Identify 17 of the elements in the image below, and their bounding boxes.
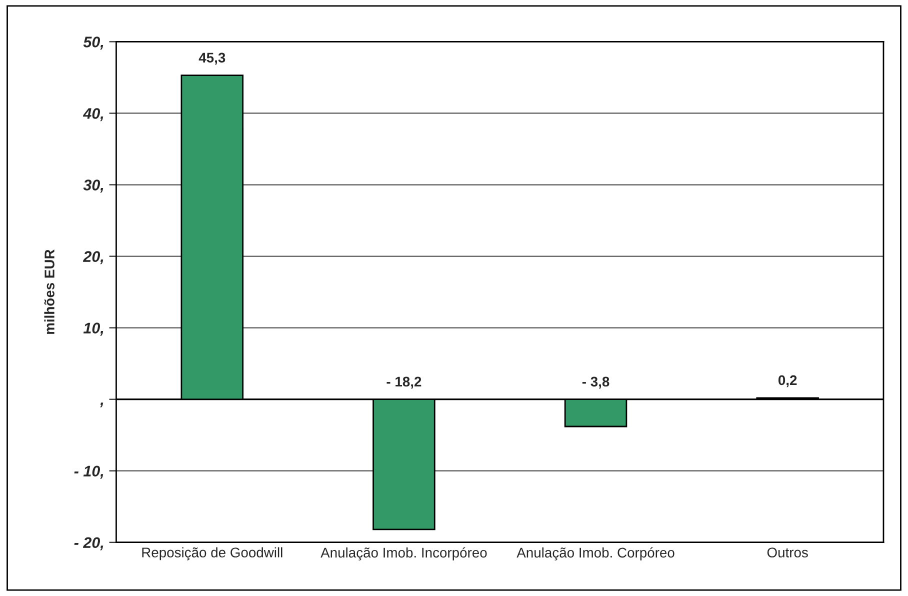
- data-label: - 3,8: [582, 376, 610, 389]
- y-tick-label: 40,: [82, 108, 104, 122]
- y-tick-label: 10,: [83, 322, 104, 336]
- y-tick-label: 20,: [82, 251, 104, 264]
- y-tick-label: - 20,: [74, 537, 104, 550]
- x-tick-label: Anulação Imob. Incorpóreo: [320, 547, 487, 560]
- x-tick-label: Reposição de Goodwill: [142, 547, 282, 560]
- data-label: 0,2: [778, 375, 797, 388]
- x-tick-label: Outros: [767, 548, 808, 558]
- y-tick-label: 50,: [83, 36, 104, 50]
- x-tick-label: Anulação Imob. Corpóreo: [516, 547, 674, 560]
- y-tick-label: ,: [100, 402, 104, 408]
- y-tick-label: - 10,: [74, 466, 104, 479]
- y-tick-label: 30,: [83, 180, 104, 193]
- data-label: - 18,2: [386, 376, 422, 389]
- y-axis-title: milhões EUR: [44, 249, 54, 334]
- data-label: 45,3: [198, 52, 226, 65]
